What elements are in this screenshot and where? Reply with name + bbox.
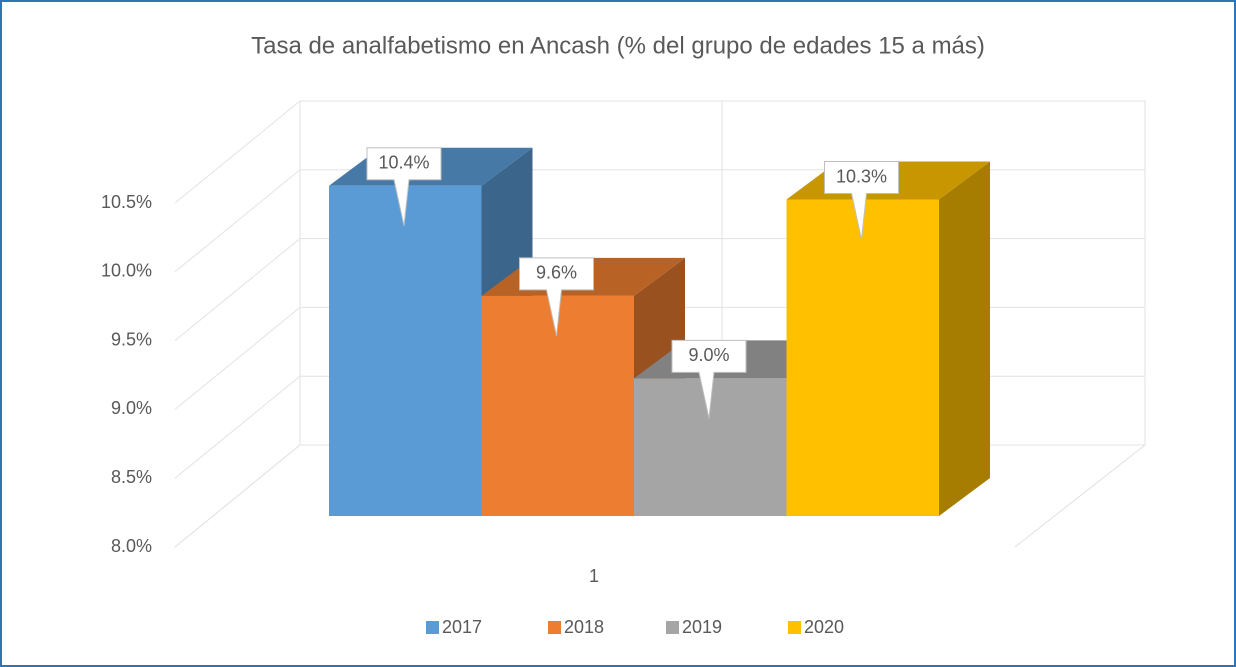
data-label-callout (671, 339, 747, 419)
data-label: 10.4% (378, 153, 429, 173)
y-tick-label: 9.5% (111, 329, 152, 349)
bar-side (939, 161, 990, 516)
y-tick-label: 10.0% (101, 261, 152, 281)
legend-swatch (666, 621, 679, 634)
bar (481, 295, 634, 516)
y-tick-label: 8.0% (111, 536, 152, 556)
grid-line (174, 100, 1145, 204)
legend-label: 2017 (442, 617, 482, 637)
data-label: 9.0% (688, 345, 729, 365)
bar (329, 185, 482, 516)
legend-label: 2018 (564, 617, 604, 637)
y-tick-label: 8.5% (111, 467, 152, 487)
data-label: 9.6% (536, 263, 577, 283)
data-label-callout (824, 161, 899, 240)
data-label-callout (366, 147, 442, 226)
legend-swatch (548, 621, 561, 634)
legend-label: 2020 (804, 617, 844, 637)
floor-edge (1014, 444, 1146, 548)
chart-title: Tasa de analfabetismo en Ancash (% del g… (251, 32, 985, 59)
y-tick-label: 9.0% (111, 398, 152, 418)
x-tick-label: 1 (589, 566, 599, 586)
y-tick-label: 10.5% (101, 192, 152, 212)
legend-swatch (426, 621, 439, 634)
legend-label: 2019 (682, 617, 722, 637)
data-label: 10.3% (836, 166, 887, 186)
legend-swatch (788, 621, 801, 634)
bar (786, 199, 939, 516)
data-label-callout (519, 257, 594, 336)
